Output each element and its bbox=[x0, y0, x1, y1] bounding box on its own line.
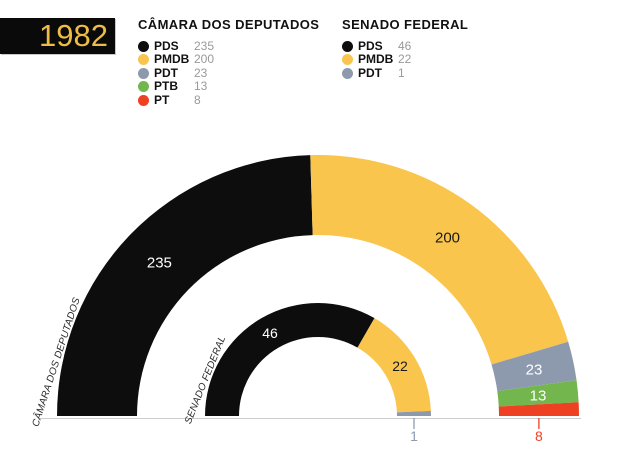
year-badge: 1982 bbox=[0, 18, 115, 54]
arc-segment-senado-pds bbox=[205, 303, 375, 416]
arc-segment-senado-pdt bbox=[396, 410, 431, 416]
party-seats-value: 1 bbox=[398, 65, 405, 80]
legend-senado-title: SENADO FEDERAL bbox=[342, 17, 469, 32]
party-seats-value: 46 bbox=[398, 39, 412, 53]
arc-segment-camara-pdt bbox=[491, 341, 577, 392]
party-label: PDS bbox=[358, 39, 383, 53]
callout-value-label: 1 bbox=[410, 428, 418, 444]
legend-camara: CÂMARA DOS DEPUTADOS PDS 235 PMDB 200 PDT 23 P… bbox=[138, 15, 319, 106]
year-label: 1982 bbox=[39, 18, 108, 53]
arc-value-label: 200 bbox=[435, 229, 460, 246]
legend-items-0: PDS 235 PMDB 200 PDT 23 PTB 13 PT 8 bbox=[138, 39, 319, 107]
party-seats-value: 23 bbox=[194, 65, 208, 80]
legend-item: PTB 13 bbox=[138, 79, 319, 94]
party-label: PDT bbox=[358, 65, 382, 80]
party-color-dot bbox=[342, 54, 353, 66]
party-label: PMDB bbox=[358, 52, 394, 67]
legend-item: PDT 23 bbox=[138, 65, 319, 80]
party-seats-value: 8 bbox=[194, 92, 201, 107]
party-color-dot bbox=[138, 67, 149, 79]
party-seats-value: 200 bbox=[194, 52, 215, 67]
arc-segment-camara-pmdb bbox=[310, 154, 569, 365]
arc-segment-camara-pt bbox=[498, 402, 579, 416]
party-color-dot bbox=[342, 41, 353, 52]
legend-item: PMDB 22 bbox=[342, 52, 468, 67]
legend-items-1: PDS 46 PMDB 22 PDT 1 bbox=[342, 39, 468, 80]
party-seats-value: 235 bbox=[194, 39, 215, 53]
arc-segment-camara-pds bbox=[57, 155, 313, 417]
arc-value-label: 13 bbox=[530, 387, 547, 404]
party-label: PDS bbox=[154, 39, 179, 53]
arc-value-label: 235 bbox=[147, 254, 172, 271]
arc-value-label: 22 bbox=[392, 358, 408, 374]
party-label: PT bbox=[154, 92, 170, 107]
legend-item: PDS 46 bbox=[342, 39, 468, 53]
party-color-dot bbox=[342, 67, 353, 79]
party-label: PDT bbox=[154, 65, 178, 80]
arc-segment-senado-pmdb bbox=[357, 318, 431, 413]
legend-item: PDS 235 bbox=[138, 39, 319, 53]
party-color-dot bbox=[138, 81, 149, 93]
party-color-dot bbox=[138, 94, 149, 106]
party-seats-value: 22 bbox=[398, 52, 412, 67]
party-label: PTB bbox=[154, 79, 178, 94]
party-label: PMDB bbox=[154, 52, 190, 67]
legend-item: PDT 1 bbox=[342, 65, 468, 80]
legend-senado: SENADO FEDERAL PDS 46 PMDB 22 PDT 1 bbox=[342, 15, 468, 79]
party-color-dot bbox=[138, 41, 149, 52]
legend-item: PMDB 200 bbox=[138, 52, 319, 67]
party-seats-value: 13 bbox=[194, 79, 208, 94]
party-color-dot bbox=[138, 54, 149, 66]
legend-camara-title: CÂMARA DOS DEPUTADOS bbox=[138, 17, 320, 32]
legend-item: PT 8 bbox=[138, 92, 319, 107]
arc-value-label: 46 bbox=[262, 325, 278, 341]
arc-segment-camara-ptb bbox=[497, 380, 579, 407]
arc-value-label: 23 bbox=[526, 361, 543, 378]
callout-value-label: 8 bbox=[535, 428, 543, 444]
